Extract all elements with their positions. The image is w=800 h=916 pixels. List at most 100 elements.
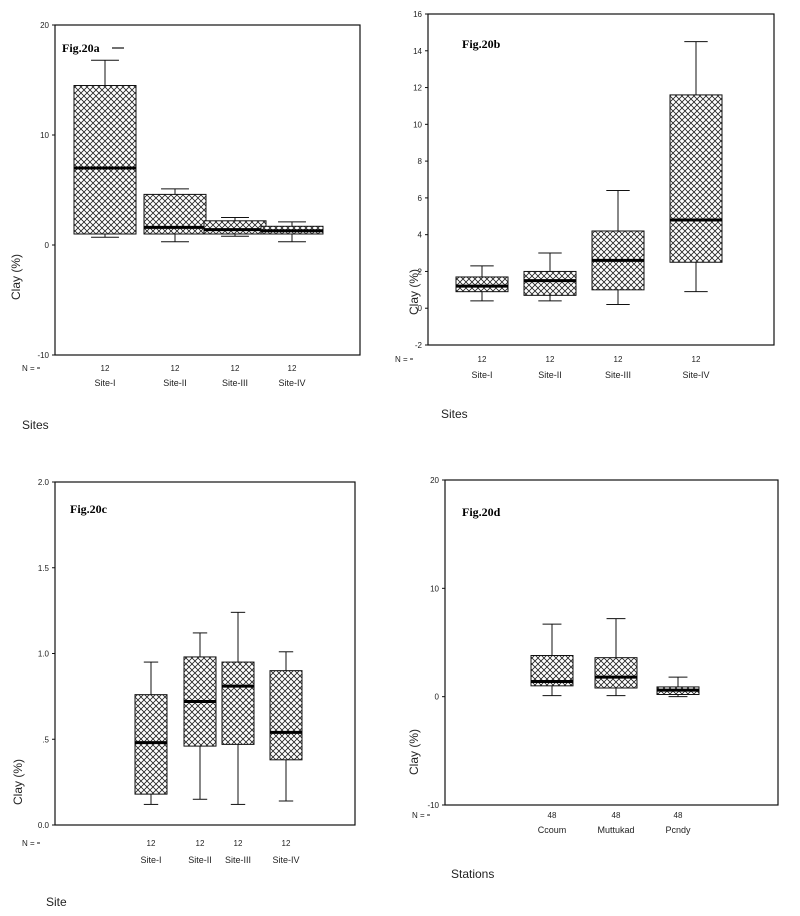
y-axis-title: Clay (%) [407, 729, 421, 775]
box-site-iii [591, 190, 645, 306]
iqr-box [523, 270, 577, 296]
box-site-i [134, 661, 168, 805]
plot-frame [444, 479, 779, 806]
category-label: Ccoum [538, 825, 567, 835]
n-value: 12 [478, 355, 487, 364]
figure-label: Fig.20c [70, 502, 108, 516]
category-label: Site-III [222, 378, 248, 388]
category-label: Site-I [94, 378, 115, 388]
n-label: N = [22, 839, 35, 848]
category-label: Site-II [538, 370, 562, 380]
iqr-box [134, 694, 168, 795]
y-tick-label: 1.0 [38, 650, 50, 659]
y-tick-label: 10 [413, 120, 422, 129]
y-tick-label: 0.0 [38, 821, 50, 830]
plot-frame [54, 24, 361, 356]
chart-fig-20c: 0.0 .5 1.0 1.5 2.0 Clay (%) Fig.20c N = 12 Site-I… [11, 478, 356, 865]
y-tick-label: 10 [40, 131, 49, 140]
y-tick-label: 2.0 [38, 478, 50, 487]
y-tick-label: 4 [418, 231, 423, 240]
box-site-ii [523, 252, 577, 302]
iqr-box [269, 670, 303, 761]
y-tick-label: -10 [37, 351, 49, 360]
n-value: 48 [612, 811, 621, 820]
box-site-iii [221, 611, 255, 805]
box-site-iv [269, 651, 303, 802]
category-label: Pcndy [665, 825, 691, 835]
box-site-i [73, 59, 137, 238]
n-value: 12 [147, 839, 156, 848]
box-site-iv [260, 221, 324, 243]
y-tick-label: 16 [413, 10, 422, 19]
y-tick-label: 20 [430, 476, 439, 485]
y-tick-label: 14 [413, 47, 422, 56]
category-label: Site-IV [682, 370, 709, 380]
category-label: Site-IV [278, 378, 305, 388]
n-value: 48 [674, 811, 683, 820]
iqr-box [203, 220, 267, 235]
box-ccoum [530, 623, 574, 697]
y-tick-label: 8 [418, 157, 423, 166]
n-value: 12 [196, 839, 205, 848]
iqr-box [594, 657, 638, 689]
figure-label: Fig.20d [462, 505, 501, 519]
y-tick-label: 10 [430, 584, 439, 593]
y-tick-label: 20 [40, 21, 49, 30]
chart-fig-20d: -10 0 10 20 Clay (%) Fig.20d N = 48 Ccoum 48 Muttu… [407, 476, 779, 835]
y-tick-label: 2 [418, 267, 423, 276]
y-tick-label: .5 [42, 735, 49, 744]
category-label: Site-II [163, 378, 187, 388]
category-label: Muttukad [597, 825, 634, 835]
y-tick-label: 0 [435, 693, 440, 702]
n-value: 12 [614, 355, 623, 364]
category-label: Site-I [140, 855, 161, 865]
y-axis-title: Clay (%) [407, 269, 421, 315]
n-value: 48 [548, 811, 557, 820]
category-label: Site-IV [272, 855, 299, 865]
iqr-box [455, 276, 509, 293]
y-tick-label: 12 [413, 84, 422, 93]
box-site-ii [183, 632, 217, 800]
n-value: 12 [231, 364, 240, 373]
y-axis-title: Clay (%) [11, 759, 25, 805]
y-tick-label: -2 [415, 341, 423, 350]
box-pcndy [656, 676, 700, 698]
n-value: 12 [234, 839, 243, 848]
iqr-box [221, 661, 255, 745]
y-tick-label: 0 [45, 241, 50, 250]
box-site-iii [203, 217, 267, 237]
category-label: Site-I [471, 370, 492, 380]
n-value: 12 [282, 839, 291, 848]
x-axis-title: Sites [441, 407, 468, 421]
n-label: N = [395, 355, 408, 364]
n-value: 12 [546, 355, 555, 364]
category-label: Site-II [188, 855, 212, 865]
y-tick-label: 0 [418, 304, 423, 313]
y-tick-label: 6 [418, 194, 423, 203]
n-value: 12 [288, 364, 297, 373]
box-muttukad [594, 618, 638, 697]
chart-fig-20b: -2 0 2 4 6 8 10 12 14 16 Clay (%) Fig.20b N = 12 Site-… [395, 10, 775, 380]
figure-label: Fig.20a [62, 41, 100, 55]
n-value: 12 [171, 364, 180, 373]
n-value: 12 [101, 364, 110, 373]
y-tick-label: -10 [427, 801, 439, 810]
figure-label: Fig.20b [462, 37, 501, 51]
x-axis-title: Stations [451, 867, 495, 881]
category-label: Site-III [605, 370, 631, 380]
chart-fig-20a: -10 0 10 20 Clay (%) Fig.20a N = 12 Site-I 12 Site… [9, 21, 361, 388]
x-axis-title: Site [46, 895, 67, 909]
iqr-box [669, 94, 723, 263]
category-label: Site-III [225, 855, 251, 865]
y-tick-label: 1.5 [38, 564, 50, 573]
n-value: 12 [692, 355, 701, 364]
n-label: N = [22, 364, 35, 373]
box-site-i [455, 265, 509, 302]
x-axis-title: Sites [22, 418, 49, 432]
y-axis-title: Clay (%) [9, 254, 23, 300]
box-site-iv [669, 41, 723, 293]
plot-frame [427, 13, 775, 346]
plot-frame [54, 481, 356, 826]
box-site-ii [143, 188, 207, 243]
n-label: N = [412, 811, 425, 820]
